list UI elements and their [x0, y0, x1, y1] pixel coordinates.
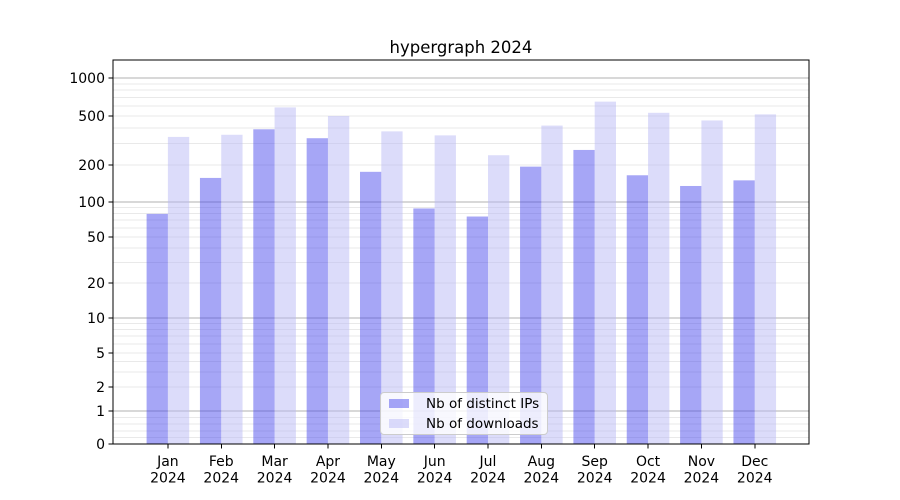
legend: Nb of distinct IPs Nb of downloads	[380, 392, 548, 435]
x-tick-label-mar: Mar 2024	[257, 454, 293, 487]
bar-nb-of-downloads-may	[381, 131, 403, 444]
legend-item-downloads: Nb of downloads	[387, 416, 541, 432]
chart-title: hypergraph 2024	[390, 38, 533, 57]
bar-nb-of-downloads-jun	[434, 135, 456, 444]
y-tick-label: 10	[87, 311, 105, 327]
x-tick-label-jan: Jan 2024	[150, 454, 186, 487]
plot-frame	[112, 59, 810, 445]
bar-nb-of-distinct-ips-may	[360, 171, 382, 444]
bar-nb-of-downloads-sep	[594, 101, 616, 445]
bar-nb-of-downloads-mar	[274, 107, 296, 444]
x-tick-label-jun: Jun 2024	[417, 454, 453, 487]
y-tick-label: 1000	[69, 71, 105, 87]
bar-nb-of-downloads-jul	[488, 155, 510, 444]
y-tick-label: 20	[87, 276, 105, 292]
y-tick-label: 500	[78, 109, 105, 125]
y-tick-label: 5	[96, 346, 105, 362]
x-tick-label-feb: Feb 2024	[203, 454, 239, 487]
y-tick-label: 100	[78, 195, 105, 211]
y-tick-label: 1	[96, 404, 105, 420]
bar-nb-of-downloads-nov	[701, 120, 723, 445]
y-tick-label: 0	[96, 437, 105, 453]
bar-nb-of-downloads-jan	[167, 136, 190, 444]
bar-nb-of-distinct-ips-apr	[306, 138, 328, 444]
legend-label-distinct-ips: Nb of distinct IPs	[426, 395, 540, 412]
x-tick-label-apr: Apr 2024	[310, 454, 346, 487]
bar-nb-of-distinct-ips-feb	[199, 177, 222, 445]
y-tick-label: 200	[78, 158, 105, 174]
legend-item-distinct-ips: Nb of distinct IPs	[387, 396, 541, 412]
bar-nb-of-downloads-oct	[648, 112, 670, 444]
x-tick-label-oct: Oct 2024	[630, 454, 666, 487]
bar-nb-of-distinct-ips-nov	[680, 185, 702, 445]
bar-nb-of-distinct-ips-aug	[520, 166, 542, 444]
bar-nb-of-downloads-feb	[221, 134, 243, 444]
bar-nb-of-distinct-ips-mar	[253, 129, 275, 445]
bar-nb-of-distinct-ips-sep	[573, 149, 595, 444]
legend-swatch-distinct-ips	[389, 399, 409, 408]
x-tick-label-nov: Nov 2024	[684, 454, 720, 487]
x-tick-label-jul: Jul 2024	[470, 454, 506, 487]
bar-nb-of-downloads-aug	[541, 125, 563, 444]
bar-nb-of-distinct-ips-jul	[466, 216, 488, 444]
x-tick-label-dec: Dec 2024	[737, 454, 773, 487]
bar-nb-of-distinct-ips-jan	[146, 213, 168, 444]
x-tick-label-may: May 2024	[363, 454, 399, 487]
bars	[146, 101, 777, 445]
axes: 0 1 2 5 10 20 50 100 200 500 1000 Jan 2024 Feb 2024 Mar…	[69, 59, 810, 487]
bar-nb-of-distinct-ips-oct	[626, 175, 649, 444]
bar-nb-of-distinct-ips-dec	[733, 180, 755, 445]
legend-swatch-downloads	[389, 419, 409, 428]
x-tick-label-sep: Sep 2024	[577, 454, 613, 487]
bar-nb-of-downloads-dec	[754, 114, 777, 444]
legend-label-downloads: Nb of downloads	[426, 415, 539, 432]
x-tick-label-aug: Aug 2024	[524, 454, 560, 487]
bar-nb-of-downloads-apr	[327, 116, 350, 444]
y-tick-label: 50	[87, 230, 105, 246]
bar-nb-of-distinct-ips-jun	[413, 208, 435, 444]
y-tick-label: 2	[96, 380, 105, 396]
